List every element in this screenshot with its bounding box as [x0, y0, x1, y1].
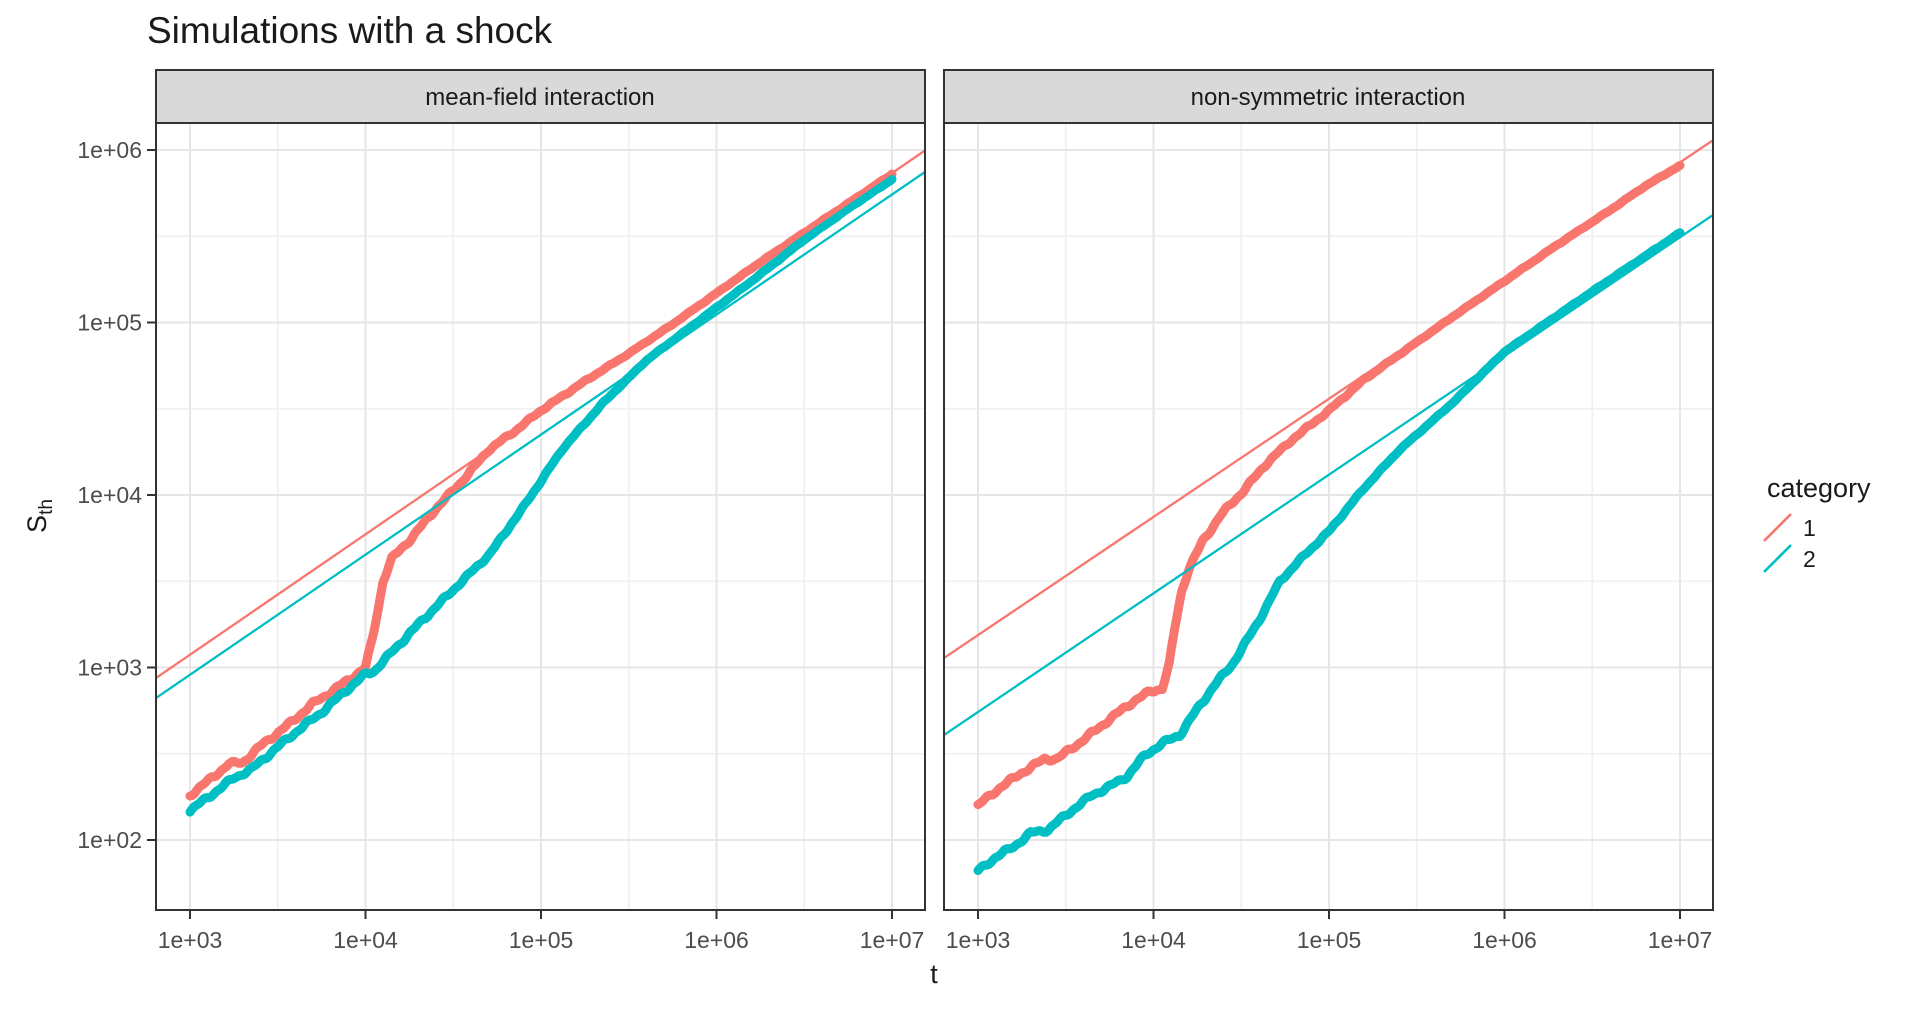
x-tick-label: 1e+04 [1121, 927, 1186, 953]
facet-strip-right-label: non-symmetric interaction [1191, 84, 1466, 111]
reference-line-category-2 [944, 214, 1713, 736]
data-series [156, 139, 1713, 875]
facet-strip-left [155, 69, 926, 124]
x-tick-label: 1e+06 [1472, 927, 1537, 953]
x-tick-label: 1e+07 [860, 927, 925, 953]
chart-title: Simulations with a shock [147, 10, 553, 51]
facet-strips: mean-field interaction non-symmetric int… [155, 69, 1714, 124]
reference-line-category-2 [156, 170, 925, 699]
x-tick-label: 1e+03 [158, 927, 223, 953]
x-tick-label: 1e+06 [684, 927, 749, 953]
reference-line-category-1 [944, 139, 1713, 659]
x-tick-label: 1e+05 [509, 927, 574, 953]
legend-key-line-category-2 [1763, 544, 1792, 573]
y-axis-title-main: S [22, 515, 52, 533]
legend-key-line-category-1 [1763, 513, 1792, 542]
y-axis-title: Sth [22, 499, 57, 533]
y-tick-label: 1e+06 [77, 137, 142, 163]
facet-strip-left-label: mean-field interaction [425, 84, 654, 111]
legend-label-category-2: 2 [1803, 546, 1816, 572]
simulation-curve-category-2 [185, 174, 897, 817]
y-axis-title-subscript: th [36, 499, 57, 515]
y-tick-label: 1e+02 [77, 827, 142, 853]
axis-ticks [147, 149, 1681, 919]
legend: category 1 2 [1763, 473, 1871, 573]
axis-tick-labels: 1e+03 1e+04 1e+05 1e+06 1e+07 1e+02 1e+03 1e+04… [77, 137, 1712, 953]
gridlines [156, 123, 1713, 910]
legend-title: category [1767, 473, 1871, 503]
y-tick-label: 1e+03 [77, 655, 142, 681]
x-axis-title: t [930, 959, 938, 989]
x-tick-label: 1e+05 [1297, 927, 1362, 953]
x-tick-label: 1e+07 [1648, 927, 1713, 953]
y-tick-label: 1e+05 [77, 310, 142, 336]
x-tick-label: 1e+03 [946, 927, 1011, 953]
x-tick-label: 1e+04 [333, 927, 398, 953]
y-tick-label: 1e+04 [77, 482, 142, 508]
legend-label-category-1: 1 [1803, 515, 1816, 541]
simulation-curve-category-2 [973, 228, 1685, 875]
reference-line-category-1 [156, 149, 925, 680]
facet-strip-right [943, 69, 1714, 124]
